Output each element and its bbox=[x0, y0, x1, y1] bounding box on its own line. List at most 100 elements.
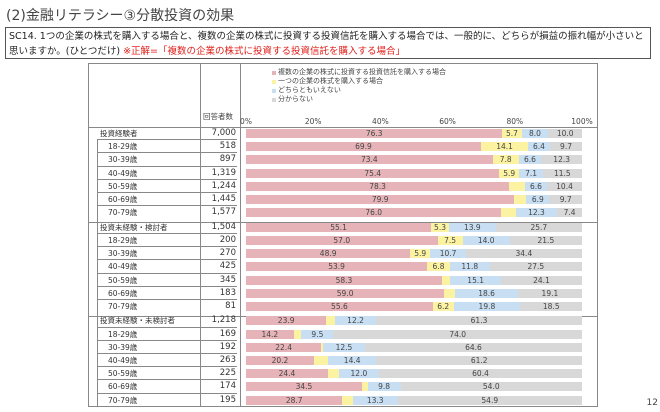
bar-segment bbox=[543, 168, 582, 178]
legend-label: 分からない bbox=[278, 95, 313, 103]
row-label: 70-79歳 bbox=[108, 395, 138, 405]
data-label: 73.4 bbox=[360, 155, 378, 165]
bar-segment bbox=[509, 181, 525, 191]
data-label: 6.9 bbox=[531, 195, 544, 204]
data-label: 74.0 bbox=[449, 329, 467, 339]
row-divider bbox=[97, 392, 237, 394]
row-divider bbox=[97, 192, 237, 193]
data-label: 7.8 bbox=[499, 155, 512, 165]
row-label: 70-79歳 bbox=[108, 301, 138, 311]
bar-segment bbox=[492, 155, 519, 165]
bar-segment bbox=[528, 142, 550, 152]
data-label: 12.5 bbox=[335, 342, 353, 352]
bar-segment bbox=[342, 395, 353, 405]
bar-segment bbox=[293, 329, 302, 339]
row-label: 60-69歳 bbox=[108, 382, 138, 392]
legend-swatch bbox=[272, 79, 276, 84]
row-divider bbox=[97, 379, 237, 381]
bar-segment bbox=[364, 342, 582, 352]
correct-answer: ※正解=「複数の企業の株式に投資する投資信託を購入する場合」 bbox=[123, 46, 406, 57]
row-n: 1,504 bbox=[211, 221, 236, 232]
group-label: 投資経験者 bbox=[100, 129, 138, 138]
bar-segment bbox=[557, 208, 582, 218]
question-box: SC14. 1つの企業の株式を購入する場合と、複数の企業の株式に投資する投資信託… bbox=[5, 27, 651, 59]
row-divider bbox=[97, 285, 237, 287]
bar-segment bbox=[246, 369, 328, 379]
bar-segment bbox=[450, 275, 502, 285]
bar-segment bbox=[410, 249, 431, 259]
data-label: 24.4 bbox=[278, 369, 296, 379]
data-label: 22.4 bbox=[275, 342, 292, 352]
bar-segment bbox=[246, 168, 500, 178]
bar-segment bbox=[246, 195, 515, 204]
data-label: 28.7 bbox=[285, 395, 303, 405]
legend-swatch bbox=[272, 70, 276, 75]
bar-segment bbox=[352, 395, 398, 405]
x-tick-label: 20% bbox=[304, 117, 322, 126]
row-n: 225 bbox=[219, 368, 236, 379]
bar-segment bbox=[246, 262, 428, 272]
divider bbox=[89, 222, 597, 223]
data-label: 14.1 bbox=[496, 142, 513, 152]
bar-segment bbox=[376, 356, 582, 365]
row-n: 195 bbox=[219, 394, 236, 405]
bar-segment bbox=[333, 329, 582, 339]
divider bbox=[200, 64, 201, 406]
bar-segment bbox=[246, 356, 314, 365]
row-n: 270 bbox=[219, 248, 236, 259]
legend-label: 複数の企業の株式に投資する投資信託を購入する場合 bbox=[278, 68, 446, 76]
legend-swatch bbox=[272, 97, 276, 102]
bar-segment bbox=[313, 356, 328, 365]
bar-segment bbox=[246, 208, 502, 218]
data-label: 19.1 bbox=[541, 288, 559, 298]
row-label: 40-49歳 bbox=[108, 168, 138, 178]
data-label: 34.4 bbox=[515, 249, 533, 259]
bar-segment bbox=[524, 181, 548, 191]
data-label: 61.2 bbox=[470, 356, 488, 365]
bar-segment bbox=[430, 249, 467, 259]
row-label: 40-49歳 bbox=[108, 262, 138, 272]
row-divider bbox=[97, 246, 237, 248]
bar-segment bbox=[326, 316, 336, 326]
bar-segment bbox=[489, 262, 582, 272]
bar-segment bbox=[521, 129, 549, 138]
bar-segment bbox=[515, 208, 558, 218]
row-label: 18-29歳 bbox=[108, 235, 138, 245]
row-label: 70-79歳 bbox=[108, 208, 138, 218]
data-label: 14.2 bbox=[261, 329, 279, 339]
bar-segment bbox=[526, 195, 550, 204]
row-n: 1,577 bbox=[211, 207, 236, 218]
data-label: 57.0 bbox=[333, 235, 351, 245]
data-label: 18.5 bbox=[542, 301, 560, 311]
row-divider bbox=[97, 353, 237, 354]
data-label: 5.9 bbox=[503, 168, 516, 178]
bar-segment bbox=[376, 316, 582, 326]
divider bbox=[240, 64, 241, 406]
data-label: 54.0 bbox=[482, 382, 500, 392]
divider bbox=[89, 127, 597, 128]
row-n: 81 bbox=[225, 300, 236, 311]
row-divider bbox=[97, 205, 237, 207]
row-divider bbox=[97, 366, 237, 368]
bar-segment bbox=[246, 129, 503, 138]
data-label: 21.5 bbox=[537, 235, 555, 245]
data-label: 12.3 bbox=[553, 155, 570, 165]
data-label: 23.9 bbox=[277, 316, 295, 326]
legend-swatch bbox=[272, 88, 276, 93]
data-label: 7.1 bbox=[525, 168, 538, 178]
data-label: 7.5 bbox=[444, 235, 457, 245]
bar-segment bbox=[246, 222, 432, 232]
data-label: 10.0 bbox=[556, 129, 574, 138]
row-label: 30-39歳 bbox=[108, 155, 138, 165]
bar-segment bbox=[549, 142, 583, 152]
page-number: 12 bbox=[646, 398, 658, 408]
data-label: 6.6 bbox=[529, 181, 542, 191]
bar-segment bbox=[448, 222, 496, 232]
row-n: 425 bbox=[219, 261, 236, 272]
row-divider bbox=[97, 272, 237, 274]
data-label: 55.6 bbox=[331, 301, 348, 311]
bar-segment bbox=[501, 275, 582, 285]
data-label: 48.9 bbox=[319, 249, 337, 259]
row-divider bbox=[97, 178, 237, 180]
data-label: 61.3 bbox=[470, 316, 488, 326]
